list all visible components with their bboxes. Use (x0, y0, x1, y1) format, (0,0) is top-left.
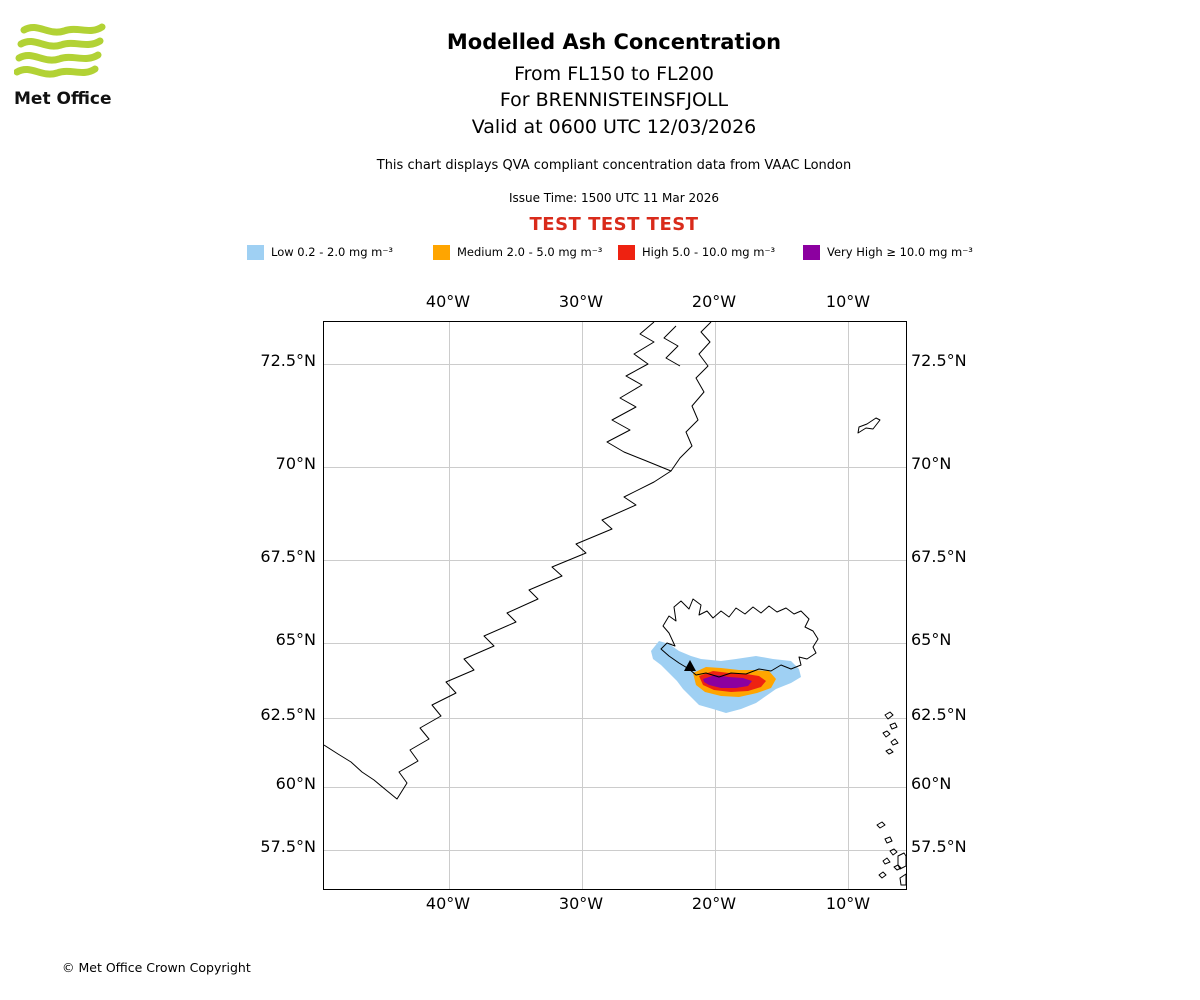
map (323, 321, 907, 890)
lon-tick-bottom-20w: 20°W (691, 894, 737, 913)
qva-description: This chart displays QVA compliant concen… (376, 158, 852, 173)
lon-tick-top-30w: 30°W (558, 292, 604, 311)
valid-time-subtitle: Valid at 0600 UTC 12/03/2026 (471, 116, 757, 138)
lon-tick-bottom-40w: 40°W (425, 894, 471, 913)
lat-tick-left-57-5n: 57.5°N (260, 837, 316, 856)
legend-item-medium: Medium 2.0 - 5.0 mg m⁻³ (433, 243, 602, 261)
map-canvas (323, 321, 907, 889)
copyright-notice: © Met Office Crown Copyright (62, 960, 251, 975)
test-banner: TEST TEST TEST (529, 214, 699, 235)
legend-label-very-high: Very High ≥ 10.0 mg m⁻³ (827, 245, 973, 259)
lat-tick-left-65n: 65°N (275, 630, 316, 649)
scottish-isles-coastline (876, 821, 907, 886)
lat-tick-left-62-5n: 62.5°N (260, 705, 316, 724)
legend-label-medium: Medium 2.0 - 5.0 mg m⁻³ (457, 245, 603, 259)
legend-label-high: High 5.0 - 10.0 mg m⁻³ (642, 245, 776, 259)
lat-tick-left-72-5n: 72.5°N (260, 351, 316, 370)
greenland-coastline (323, 321, 672, 800)
lat-tick-right-57-5n: 57.5°N (911, 837, 967, 856)
page-title: Modelled Ash Concentration (446, 30, 782, 54)
legend-item-high: High 5.0 - 10.0 mg m⁻³ (618, 243, 775, 261)
lat-tick-left-70n: 70°N (275, 454, 316, 473)
lon-tick-bottom-10w: 10°W (825, 894, 871, 913)
lat-tick-right-72-5n: 72.5°N (911, 351, 967, 370)
very-high-swatch (803, 244, 820, 260)
lat-tick-right-67-5n: 67.5°N (911, 547, 967, 566)
volcano-marker-icon (684, 660, 696, 671)
lon-tick-top-40w: 40°W (425, 292, 471, 311)
lat-tick-left-67-5n: 67.5°N (260, 547, 316, 566)
medium-swatch (433, 244, 450, 260)
greenland-fjord-coastline (670, 321, 712, 472)
legend-item-very-high: Very High ≥ 10.0 mg m⁻³ (803, 243, 973, 261)
grid-lines (324, 322, 906, 889)
low-swatch (247, 244, 264, 260)
lon-tick-top-20w: 20°W (691, 292, 737, 311)
lon-tick-top-10w: 10°W (825, 292, 871, 311)
lon-tick-bottom-30w: 30°W (558, 894, 604, 913)
lat-tick-left-60n: 60°N (275, 774, 316, 793)
legend-item-low: Low 0.2 - 2.0 mg m⁻³ (247, 243, 393, 261)
lat-tick-right-62-5n: 62.5°N (911, 705, 967, 724)
lat-tick-right-70n: 70°N (911, 454, 952, 473)
volcano-subtitle: For BRENNISTEINSFJOLL (499, 89, 729, 111)
issue-time: Issue Time: 1500 UTC 11 Mar 2026 (508, 191, 720, 205)
ash-plume-very-high (703, 675, 752, 688)
faroe-islands-coastline (882, 711, 899, 755)
legend-label-low: Low 0.2 - 2.0 mg m⁻³ (271, 245, 394, 259)
met-office-logo: Met Office (13, 22, 124, 109)
lat-tick-right-60n: 60°N (911, 774, 952, 793)
met-office-wordmark: Met Office (14, 89, 112, 109)
met-office-waves-icon (13, 23, 106, 78)
iceland-coastline (660, 598, 819, 678)
greenland-fjord-inlet (663, 325, 681, 367)
high-swatch (618, 244, 635, 260)
jan-mayen-coastline (857, 417, 881, 434)
lat-tick-right-65n: 65°N (911, 630, 952, 649)
coastlines (323, 321, 907, 886)
flight-levels-subtitle: From FL150 to FL200 (514, 63, 714, 85)
